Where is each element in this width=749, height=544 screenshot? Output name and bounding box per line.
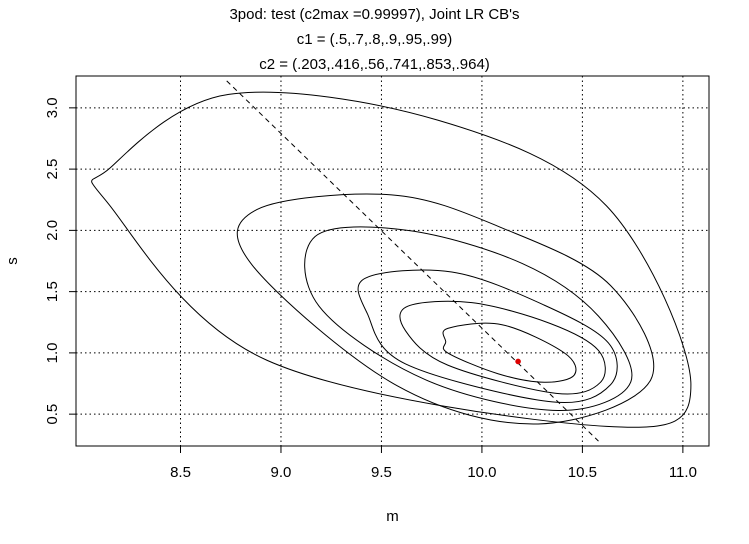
y-tick-label: 3.0 [44, 97, 61, 118]
x-tick-label: 10.5 [568, 464, 597, 481]
chart-title-line-1: 3pod: test (c2max =0.99997), Joint LR CB… [229, 6, 520, 23]
x-tick-label: 10.0 [467, 464, 496, 481]
x-tick-label: 9.5 [371, 464, 392, 481]
x-tick-label: 9.0 [271, 464, 292, 481]
contour-0.853 [236, 193, 655, 425]
y-tick-label: 1.5 [44, 281, 61, 302]
y-tick-label: 2.5 [44, 159, 61, 180]
center-point [515, 358, 521, 365]
contour-0.741 [304, 226, 633, 411]
y-tick-label: 2.0 [44, 220, 61, 241]
contour-0.203 [442, 322, 577, 383]
contour-0.56 [357, 269, 618, 404]
dashed-line [226, 80, 599, 442]
contour-0.416 [399, 300, 606, 395]
chart-title-line-2: c1 = (.5,.7,.8,.9,.95,.99) [296, 31, 453, 48]
y-tick-label: 0.5 [44, 404, 61, 425]
y-axis-title: s [4, 257, 21, 265]
chart-title-line-3: c2 = (.203,.416,.56,.741,.853,.964) [259, 56, 490, 73]
x-tick-label: 8.5 [170, 464, 191, 481]
x-tick-label: 11.0 [669, 464, 697, 481]
x-axis-title: m [386, 508, 399, 525]
plot-frame [75, 75, 710, 447]
y-tick-label: 1.0 [44, 342, 61, 363]
contour-0.964 [91, 91, 692, 428]
